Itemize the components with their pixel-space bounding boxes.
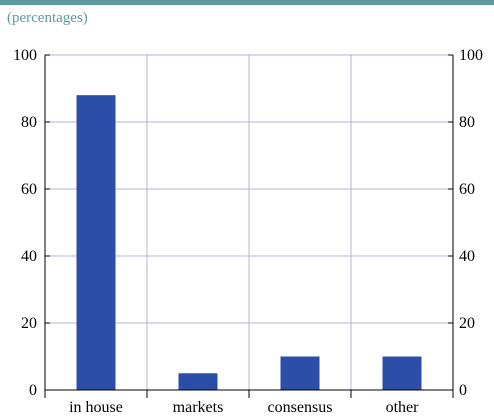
x-tick-label-markets: markets [173,399,224,416]
bar-in-house [76,95,116,390]
bar-markets [178,373,218,390]
y-tick-label-right-60: 60 [459,181,475,198]
y-tick-label-right-0: 0 [459,382,467,399]
bar-other [382,356,422,390]
x-tick-label-other: other [386,399,420,416]
y-tick-label-left-60: 60 [21,181,37,198]
y-tick-label-right-80: 80 [459,114,475,131]
y-tick-label-right-100: 100 [459,47,483,64]
y-tick-label-left-0: 0 [29,382,37,399]
header-accent-bar [0,0,494,5]
y-tick-label-left-40: 40 [21,248,37,265]
y-tick-label-right-20: 20 [459,315,475,332]
y-tick-label-right-40: 40 [459,248,475,265]
chart-subtitle: (percentages) [7,10,88,26]
x-tick-label-consensus: consensus [268,399,333,416]
y-tick-label-left-80: 80 [21,114,37,131]
x-tick-label-in-house: in house [69,399,123,416]
y-tick-label-left-100: 100 [13,47,37,64]
y-tick-label-left-20: 20 [21,315,37,332]
bar-consensus [280,356,320,390]
